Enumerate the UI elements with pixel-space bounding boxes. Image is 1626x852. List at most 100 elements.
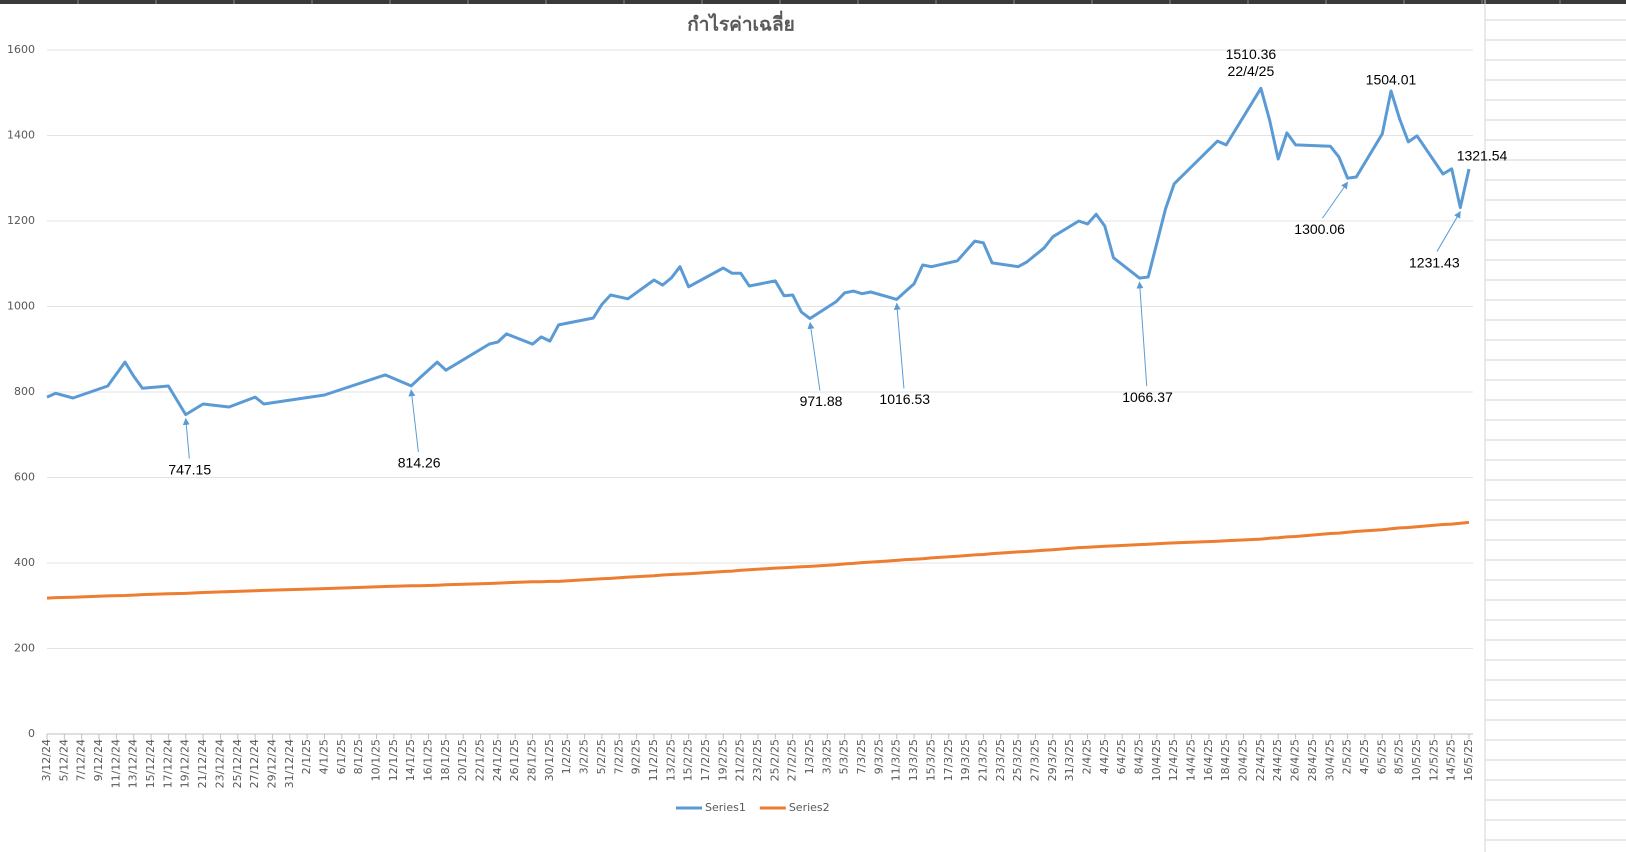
- x-tick-label: 10/1/25: [369, 739, 382, 781]
- x-tick-label: 19/2/25: [716, 739, 729, 781]
- x-tick-label: 16/4/25: [1202, 739, 1215, 781]
- x-tick-label: 22/1/25: [474, 739, 487, 781]
- annotation-label: 1300.06: [1294, 221, 1345, 237]
- y-tick-label: 200: [14, 642, 35, 655]
- x-tick-label: 3/12/24: [40, 739, 53, 781]
- x-tick-label: 13/12/24: [127, 739, 140, 788]
- x-tick-label: 22/4/25: [1254, 739, 1267, 781]
- x-tick-label: 13/3/25: [907, 739, 920, 781]
- annotation-arrow: [1136, 281, 1148, 387]
- x-tick-label: 14/1/25: [404, 739, 417, 781]
- annotation-arrow: [807, 321, 821, 391]
- x-tick-label: 8/5/25: [1393, 739, 1406, 774]
- sheet-top-strip: [0, 0, 1626, 4]
- x-tick-label: 15/12/24: [144, 739, 157, 788]
- x-tick-label: 2/1/25: [300, 739, 313, 774]
- x-tick-label: 10/5/25: [1410, 739, 1423, 781]
- x-tick-label: 6/4/25: [1115, 739, 1128, 774]
- x-tick-label: 27/2/25: [786, 739, 799, 781]
- legend-label: Series2: [789, 801, 830, 814]
- chart-title: กำไรค่าเฉลี่ย: [687, 11, 795, 36]
- x-tick-label: 17/2/25: [699, 739, 712, 781]
- annotation-arrow: [182, 417, 190, 459]
- x-tick-label: 6/5/25: [1375, 739, 1388, 774]
- x-tick-label: 21/12/24: [196, 739, 209, 788]
- sheet-grid: [77, 0, 1626, 852]
- x-tick-label: 4/1/25: [317, 739, 330, 774]
- x-tick-label: 7/2/25: [612, 739, 625, 774]
- x-tick-label: 20/4/25: [1237, 739, 1250, 781]
- x-tick-label: 12/1/25: [387, 739, 400, 781]
- annotation-label: 747.15: [168, 461, 211, 477]
- x-tick-label: 4/4/25: [1098, 739, 1111, 774]
- x-tick-label: 30/4/25: [1323, 739, 1336, 781]
- x-tick-label: 5/3/25: [838, 739, 851, 774]
- x-tick-label: 24/1/25: [491, 739, 504, 781]
- x-tick-label: 23/3/25: [994, 739, 1007, 781]
- x-tick-label: 16/1/25: [422, 739, 435, 781]
- x-tick-label: 3/3/25: [820, 739, 833, 774]
- x-tick-label: 4/5/25: [1358, 739, 1371, 774]
- x-tick-label: 25/3/25: [1011, 739, 1024, 781]
- x-tick-label: 1/3/25: [803, 739, 816, 774]
- annotation-label: 971.88: [800, 393, 843, 409]
- legend-label: Series1: [705, 801, 746, 814]
- x-tick-label: 8/4/25: [1133, 739, 1146, 774]
- x-tick-label: 23/2/25: [751, 739, 764, 781]
- x-tick-label: 30/1/25: [543, 739, 556, 781]
- x-tick-label: 5/2/25: [595, 739, 608, 774]
- annotation-label: 1231.43: [1409, 254, 1460, 270]
- x-tick-label: 12/4/25: [1167, 739, 1180, 781]
- x-tick-label: 19/3/25: [959, 739, 972, 781]
- x-tick-label: 24/4/25: [1271, 739, 1284, 781]
- x-tick-label: 25/12/24: [231, 739, 244, 788]
- y-tick-label: 400: [14, 556, 35, 569]
- y-tick-label: 1200: [7, 214, 35, 227]
- x-tick-label: 5/12/24: [57, 739, 70, 781]
- x-tick-label: 20/1/25: [456, 739, 469, 781]
- x-tick-label: 19/12/24: [179, 739, 192, 788]
- x-tick-label: 14/4/25: [1185, 739, 1198, 781]
- x-tick-label: 17/12/24: [161, 739, 174, 788]
- x-tick-label: 7/12/24: [75, 739, 88, 781]
- x-tick-label: 18/4/25: [1219, 739, 1232, 781]
- x-tick-label: 11/3/25: [890, 739, 903, 781]
- x-tick-label: 9/2/25: [630, 739, 643, 774]
- x-tick-label: 26/4/25: [1289, 739, 1302, 781]
- x-tick-label: 28/4/25: [1306, 739, 1319, 781]
- x-tick-label: 21/2/25: [734, 739, 747, 781]
- x-tick-label: 16/5/25: [1462, 739, 1475, 781]
- annotation-arrow: [408, 389, 419, 452]
- x-tick-label: 23/12/24: [213, 739, 226, 788]
- annotation-label: 22/4/25: [1228, 63, 1275, 79]
- annotation-arrow: [1436, 210, 1461, 252]
- annotation-arrow: [893, 302, 905, 389]
- y-tick-label: 800: [14, 385, 35, 398]
- x-tick-label: 15/2/25: [682, 739, 695, 781]
- x-tick-label: 29/3/25: [1046, 739, 1059, 781]
- x-tick-label: 29/12/24: [265, 739, 278, 788]
- x-tick-label: 18/1/25: [439, 739, 452, 781]
- y-tick-label: 1000: [7, 300, 35, 313]
- x-tick-label: 27/3/25: [1028, 739, 1041, 781]
- x-tick-label: 10/4/25: [1150, 739, 1163, 781]
- series-line: [46, 86, 1471, 417]
- annotation-label: 1016.53: [879, 391, 930, 407]
- y-tick-label: 1600: [7, 43, 35, 56]
- x-tick-label: 3/2/25: [578, 739, 591, 774]
- annotation-label: 1510.36: [1226, 46, 1277, 62]
- x-tick-label: 11/2/25: [647, 739, 660, 781]
- x-tick-label: 9/12/24: [92, 739, 105, 781]
- x-tick-label: 1/2/25: [560, 739, 573, 774]
- x-tick-label: 13/2/25: [664, 739, 677, 781]
- annotation-label: 1321.54: [1457, 148, 1508, 164]
- y-tick-label: 1400: [7, 129, 35, 142]
- x-tick-label: 6/1/25: [335, 739, 348, 774]
- x-tick-label: 25/2/25: [768, 739, 781, 781]
- x-tick-label: 2/4/25: [1080, 739, 1093, 774]
- annotation-label: 1504.01: [1366, 72, 1417, 88]
- y-tick-label: 600: [14, 471, 35, 484]
- x-tick-label: 31/3/25: [1063, 739, 1076, 781]
- y-tick-label: 0: [28, 727, 35, 740]
